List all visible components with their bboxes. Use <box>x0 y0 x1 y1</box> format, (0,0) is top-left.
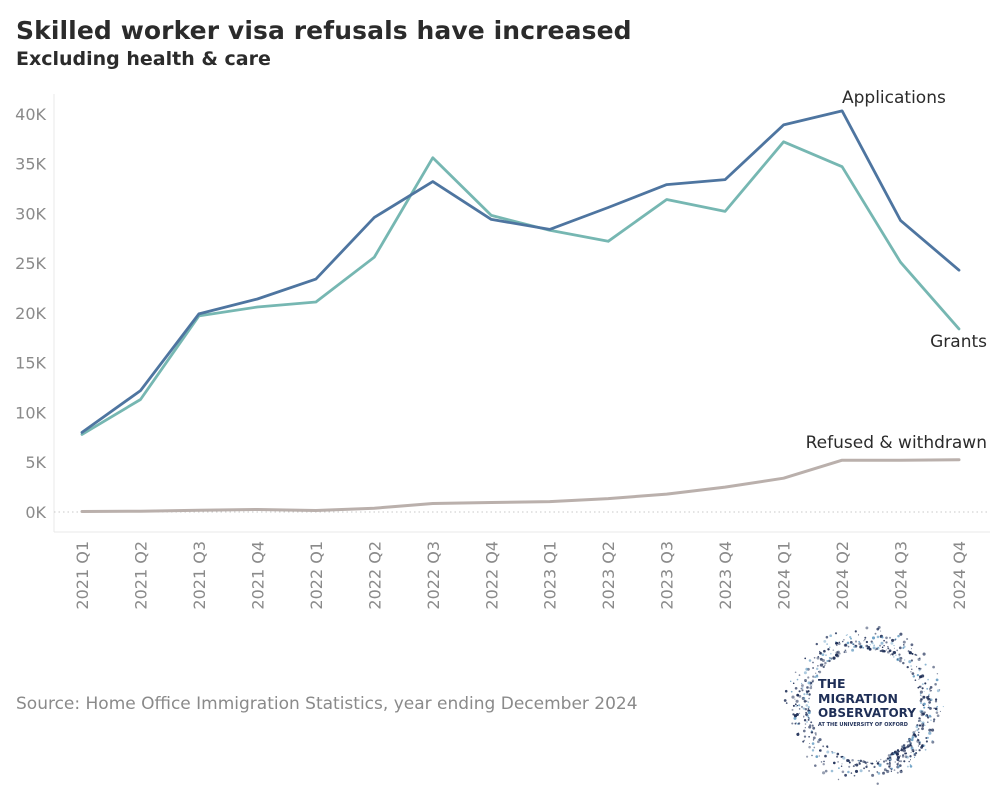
x-tick-label: 2021 Q1 <box>73 541 92 610</box>
logo-dot-ring <box>783 625 944 785</box>
y-tick-label: 25K <box>15 254 46 273</box>
x-tick-label: 2023 Q4 <box>716 541 735 610</box>
series-line-applications <box>80 109 961 434</box>
line-chart: 0K 5K 10K 15K 20K 25K 30K 35K 40K 2021 Q1 2021 Q2… <box>15 88 990 610</box>
y-tick-label: 30K <box>15 204 46 223</box>
x-tick-label: 2022 Q2 <box>365 541 384 610</box>
logo-line-migration: MIGRATION <box>818 691 898 706</box>
x-tick-label: 2023 Q2 <box>599 541 618 610</box>
x-tick-label: 2022 Q1 <box>307 541 326 610</box>
migration-observatory-logo: THE MIGRATION OBSERVATORY AT THE UNIVERS… <box>783 625 944 785</box>
x-tick-label: 2024 Q2 <box>833 541 852 610</box>
y-tick-label: 5K <box>25 453 46 472</box>
series-line-grants <box>80 140 961 436</box>
x-tick-label: 2022 Q4 <box>482 541 501 610</box>
x-tick-label: 2021 Q2 <box>131 541 150 610</box>
chart-subtitle: Excluding health & care <box>16 48 271 70</box>
x-tick-label: 2024 Q1 <box>775 541 794 610</box>
series-label-refused-withdrawn: Refused & withdrawn <box>806 433 987 453</box>
x-tick-label: 2024 Q3 <box>892 541 911 610</box>
y-tick-label: 15K <box>15 354 46 373</box>
logo-line-university: AT THE UNIVERSITY OF OXFORD <box>818 722 908 728</box>
x-tick-label: 2022 Q3 <box>424 541 443 610</box>
series-lines <box>80 109 961 513</box>
x-tick-label: 2023 Q1 <box>541 541 560 610</box>
x-tick-label: 2021 Q3 <box>190 541 209 610</box>
x-axis-ticks: 2021 Q1 2021 Q2 2021 Q3 2021 Q4 2022 Q1 2022 … <box>73 541 969 610</box>
series-label-applications: Applications <box>842 88 946 108</box>
logo-line-observatory: OBSERVATORY <box>818 706 916 720</box>
x-tick-label: 2021 Q4 <box>248 541 267 610</box>
y-tick-label: 40K <box>15 105 46 124</box>
x-tick-label: 2024 Q4 <box>950 541 969 610</box>
y-tick-label: 10K <box>15 403 46 422</box>
y-tick-label: 0K <box>25 503 46 522</box>
chart-title: Skilled worker visa refusals have increa… <box>16 16 632 45</box>
series-line-refused-withdrawn <box>80 458 961 513</box>
source-note: Source: Home Office Immigration Statisti… <box>16 694 638 714</box>
y-axis-ticks: 0K 5K 10K 15K 20K 25K 30K 35K 40K <box>15 105 46 522</box>
series-label-grants: Grants <box>930 332 987 352</box>
y-tick-label: 35K <box>15 155 46 174</box>
y-tick-label: 20K <box>15 304 46 323</box>
x-tick-label: 2023 Q3 <box>658 541 677 610</box>
logo-line-the: THE <box>818 676 846 691</box>
